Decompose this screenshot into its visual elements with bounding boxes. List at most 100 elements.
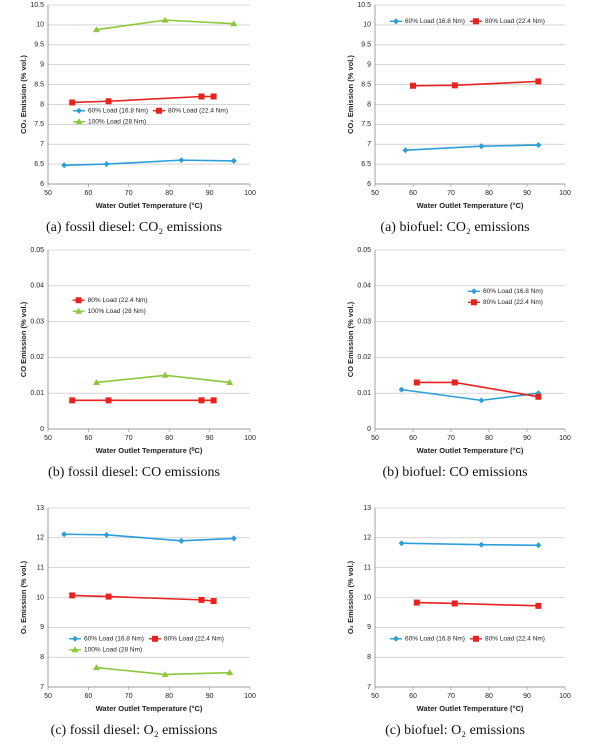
x-tick-label: 70 <box>447 190 455 197</box>
x-tick-label: 50 <box>371 435 379 442</box>
series-line <box>405 144 539 151</box>
marker <box>398 386 405 393</box>
marker <box>161 16 169 23</box>
x-tick-label: 100 <box>559 693 571 700</box>
x-axis-label: Water Outlet Temperature (°C) <box>417 704 524 713</box>
y-tick-label: 10.5 <box>357 2 371 9</box>
legend-label: 80% Load (22.4 Nm) <box>485 636 545 643</box>
y-tick-label: 0.03 <box>30 318 44 325</box>
marker <box>226 378 234 385</box>
marker <box>478 143 485 150</box>
y-tick-label: 9 <box>367 624 371 631</box>
legend-label: 60% Load (16.8 Nm) <box>405 636 465 643</box>
x-tick-label: 60 <box>409 435 417 442</box>
series-line <box>416 601 539 607</box>
y-tick-label: 0.03 <box>357 318 371 325</box>
marker <box>69 99 76 106</box>
x-axis-label: Water Outlet Temperature (°C) <box>417 201 524 210</box>
marker <box>105 593 112 600</box>
marker <box>451 379 458 386</box>
marker <box>103 161 110 168</box>
y-tick-label: 0.04 <box>357 283 371 290</box>
x-tick-label: 100 <box>559 190 571 197</box>
y-tick-label: 8 <box>367 654 371 661</box>
marker <box>76 107 83 114</box>
marker <box>535 78 542 85</box>
y-tick-label: 8 <box>367 101 371 108</box>
series-line <box>72 594 214 602</box>
marker <box>61 531 68 538</box>
y-tick-label: 0.05 <box>30 247 44 254</box>
y-tick-label: 8.5 <box>34 81 44 88</box>
marker <box>152 635 158 642</box>
x-axis-label: Water Outlet Temperature (°C) <box>96 201 203 210</box>
series-line <box>64 533 234 542</box>
marker <box>410 82 416 89</box>
marker <box>471 288 477 295</box>
y-tick-label: 12 <box>36 535 44 542</box>
marker <box>473 18 479 25</box>
y-tick-label: 12 <box>363 535 371 542</box>
x-tick-label: 50 <box>44 693 52 700</box>
x-tick-label: 80 <box>485 693 493 700</box>
marker <box>535 542 542 549</box>
legend-label: 100% Load (28 Nm) <box>88 118 146 125</box>
series-line <box>72 95 214 104</box>
y-tick-label: 7.5 <box>34 121 44 128</box>
caption: (b) fossil diesel: CO emissions <box>48 465 220 480</box>
x-tick-label: 50 <box>44 190 52 197</box>
y-axis-label: CO₂ Emission (% vol.) <box>19 55 28 134</box>
marker <box>69 592 76 599</box>
marker <box>198 397 205 404</box>
y-tick-label: 9.5 <box>34 42 44 49</box>
x-axis-label: Water Outlet Temperature (°C) <box>96 704 203 713</box>
marker <box>393 18 399 25</box>
y-tick-label: 10 <box>36 594 44 601</box>
y-tick-label: 7 <box>40 684 44 691</box>
marker <box>71 646 79 653</box>
x-tick-label: 60 <box>85 190 93 197</box>
marker <box>198 93 205 100</box>
legend-label: 80% Load (22.4 Nm) <box>168 107 228 114</box>
marker <box>198 596 205 603</box>
series-line <box>64 159 234 167</box>
marker <box>72 635 78 642</box>
marker <box>92 378 100 385</box>
marker <box>156 107 163 114</box>
x-tick-label: 90 <box>206 190 214 197</box>
x-tick-label: 60 <box>85 435 93 442</box>
y-tick-label: 13 <box>36 505 44 512</box>
series-line <box>401 542 539 547</box>
x-tick-label: 50 <box>371 693 379 700</box>
y-tick-label: 0.04 <box>30 283 44 290</box>
y-tick-label: 0.05 <box>357 247 371 254</box>
y-tick-label: 11 <box>364 565 371 572</box>
x-tick-label: 70 <box>447 693 455 700</box>
marker <box>451 82 458 89</box>
y-tick-label: 0 <box>40 426 44 433</box>
marker <box>478 397 485 404</box>
legend-label: 100% Load (28 Nm) <box>88 308 146 315</box>
marker <box>535 142 542 149</box>
marker <box>393 635 399 642</box>
y-tick-label: 8.5 <box>361 81 371 88</box>
marker <box>398 540 405 547</box>
marker <box>103 531 110 538</box>
legend-label: 60% Load (16.8 Nm) <box>84 636 144 643</box>
series-line <box>401 388 539 402</box>
caption: (b) biofuel: CO emissions <box>382 465 527 480</box>
marker <box>451 600 458 607</box>
y-tick-label: 9 <box>367 62 371 69</box>
x-tick-label: 90 <box>523 435 531 442</box>
x-tick-label: 50 <box>44 435 52 442</box>
y-tick-label: 10.5 <box>30 2 44 9</box>
x-tick-label: 70 <box>125 190 133 197</box>
legend-label: 80% Load (22.4 Nm) <box>483 299 543 306</box>
x-tick-label: 90 <box>206 693 214 700</box>
marker <box>478 541 485 548</box>
x-tick-label: 90 <box>206 435 214 442</box>
marker <box>230 20 238 27</box>
y-tick-label: 10 <box>363 594 371 601</box>
x-tick-label: 80 <box>485 190 493 197</box>
y-axis-label: O₂ Emission (% vol.) <box>346 560 355 634</box>
